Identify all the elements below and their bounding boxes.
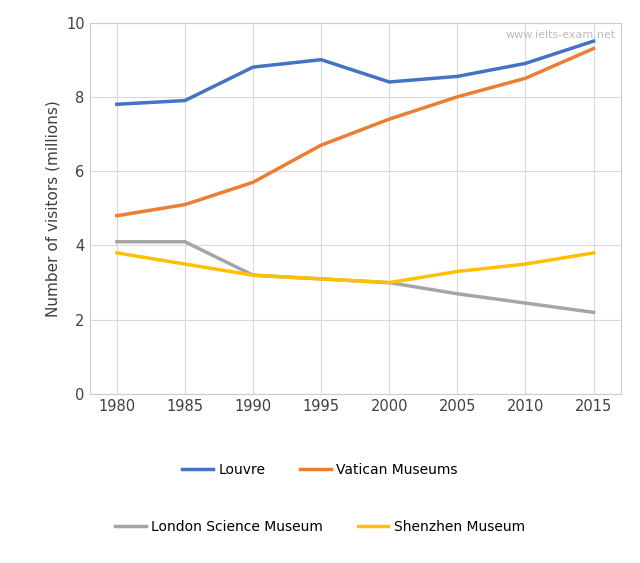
Y-axis label: Number of visitors (millions): Number of visitors (millions) <box>45 100 61 316</box>
Legend: Louvre, Vatican Museums: Louvre, Vatican Museums <box>177 458 463 483</box>
Text: www.ielts-exam.net: www.ielts-exam.net <box>505 30 616 40</box>
Legend: London Science Museum, Shenzhen Museum: London Science Museum, Shenzhen Museum <box>109 514 531 539</box>
